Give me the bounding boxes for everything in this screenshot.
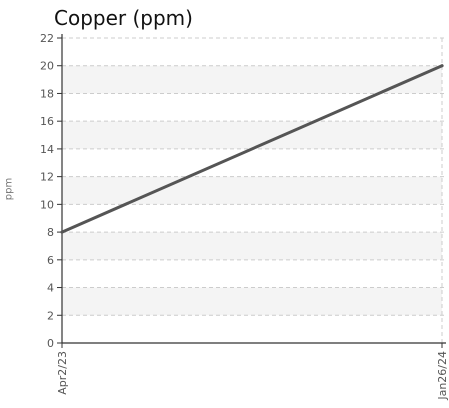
y-tick-label: 4 — [47, 282, 54, 295]
y-tick-label: 8 — [47, 226, 54, 239]
y-tick-label: 6 — [47, 254, 54, 267]
y-tick-label: 12 — [40, 171, 54, 184]
data-point — [440, 64, 444, 68]
y-tick-label: 0 — [47, 337, 54, 350]
grid-band — [62, 121, 442, 149]
x-tick-label: Apr2/23 — [56, 351, 69, 395]
grid-band — [62, 176, 442, 205]
series-line — [60, 64, 444, 234]
grid-bands — [62, 65, 442, 316]
y-tick-label: 22 — [40, 32, 54, 45]
data-point — [60, 230, 64, 234]
grid-band — [62, 287, 442, 316]
y-tick-label: 20 — [40, 60, 54, 73]
axes — [57, 34, 446, 348]
grid-band — [62, 65, 442, 94]
x-tick-label: Jan26/24 — [436, 351, 449, 401]
series-layer — [60, 64, 444, 234]
y-tick-label: 10 — [40, 198, 54, 211]
y-tick-label: 2 — [47, 309, 54, 322]
grid-band — [62, 232, 442, 260]
y-tick-label: 14 — [40, 143, 54, 156]
chart-title: Copper (ppm) — [54, 6, 193, 30]
tick-labels: 0 2 4 6 8 10 12 14 16 18 20 22 Apr2/23 Jan26/24 — [40, 32, 449, 401]
y-tick-label: 16 — [40, 115, 54, 128]
y-tick-label: 18 — [40, 87, 54, 100]
